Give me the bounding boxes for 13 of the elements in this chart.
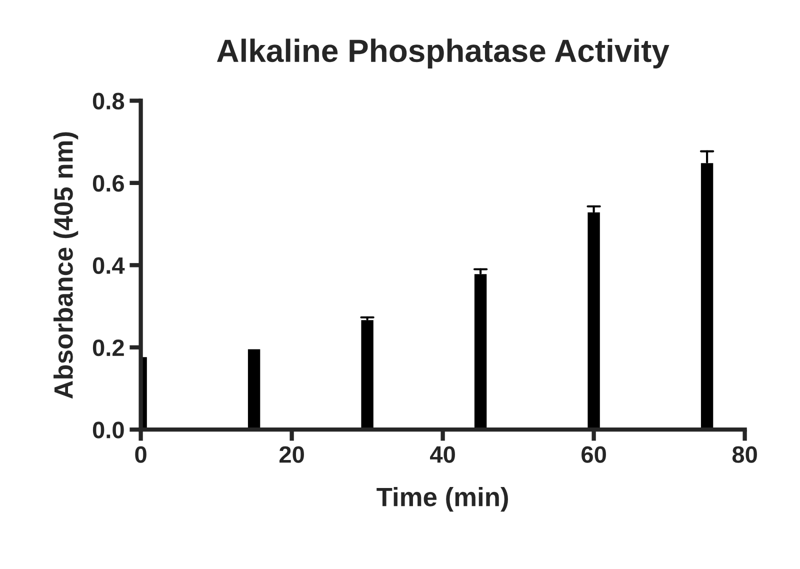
y-tick-label: 0.8: [92, 92, 124, 110]
x-tick-label: 0: [135, 446, 146, 463]
chart-title: Alkaline Phosphatase Activity: [216, 38, 670, 68]
y-tick-label: 0.2: [92, 339, 124, 356]
x-tick-label: 20: [279, 446, 304, 463]
y-tick-label: 0.0: [92, 422, 124, 438]
y-tick-label: 0.4: [92, 257, 125, 274]
x-axis-title: Time (min): [376, 487, 508, 512]
x-tick-label: 40: [430, 446, 455, 463]
x-tick-label: 80: [732, 446, 757, 463]
y-axis-title: Absorbance (405 nm): [54, 132, 78, 399]
y-tick-label: 0.6: [92, 175, 124, 192]
x-tick-label: 60: [582, 446, 606, 463]
